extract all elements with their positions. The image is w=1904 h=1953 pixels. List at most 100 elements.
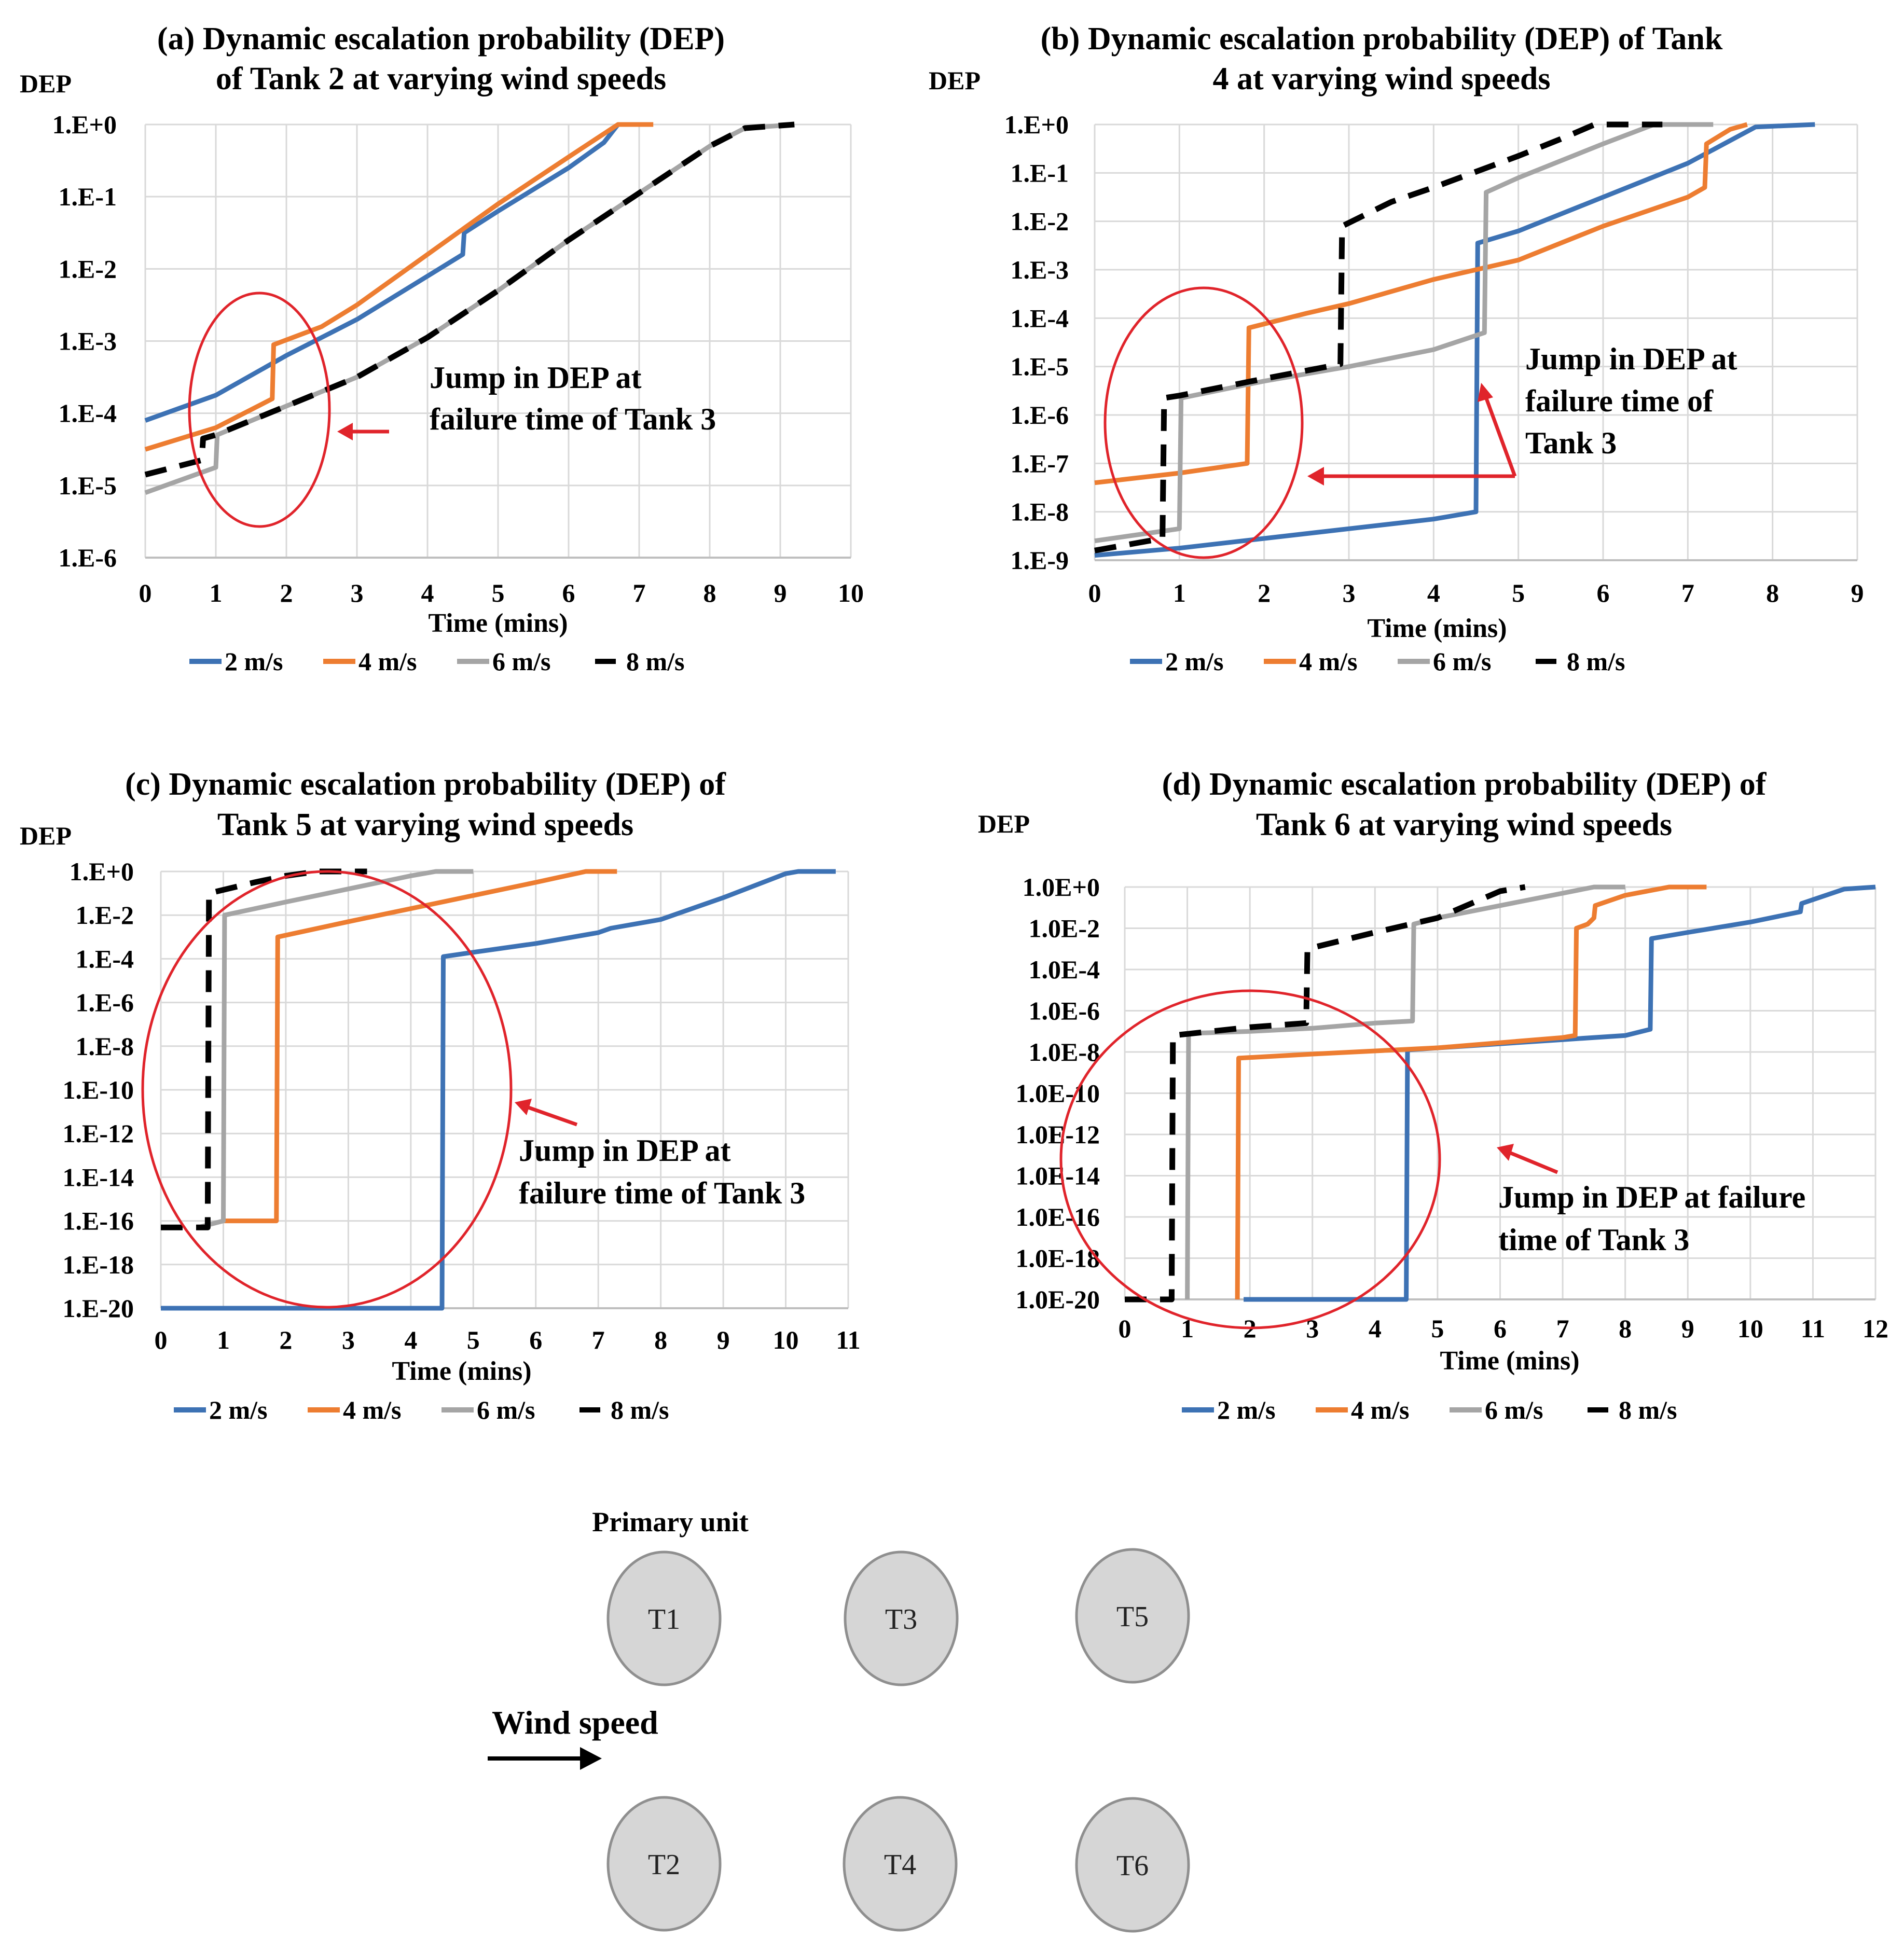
panel-d-y-tick-label: 1.0E-16 [1016, 1202, 1100, 1231]
panel-a-y-tick-label: 1.E-5 [59, 471, 117, 500]
legend-label-2-m-s: 2 m/s [209, 1395, 268, 1424]
panel-c-y-axis-label: DEP [20, 821, 72, 850]
legend-label-8-m-s: 8 m/s [626, 647, 685, 676]
panel-a-y-tick-label: 1.E-4 [59, 399, 117, 428]
panel-d-annotation-line-2: time of Tank 3 [1498, 1223, 1689, 1257]
legend-label-8-m-s: 8 m/s [1619, 1395, 1677, 1424]
panel-c-series-2-m-s [161, 869, 836, 1311]
panel-d-annotation-arrowhead [1497, 1144, 1514, 1161]
panel-b-y-tick-label: 1.E-4 [1011, 303, 1069, 333]
legend-label-4-m-s: 4 m/s [358, 647, 417, 676]
panel-a-y-tick-label: 1.E-1 [59, 182, 117, 211]
panel-c-title-line-1: (c) Dynamic escalation probability (DEP)… [125, 767, 726, 802]
panel-b-x-tick-label: 4 [1427, 578, 1440, 607]
panel-b-x-tick-label: 5 [1512, 578, 1525, 607]
panel-c-series-8-m-s [161, 868, 367, 1230]
panel-a-series-8-m-s [144, 121, 795, 478]
panel-b-y-tick-label: 1.E-6 [1011, 400, 1069, 430]
panel-d-x-tick-label: 9 [1681, 1314, 1694, 1343]
panel-a-y-tick-label: 1.E+0 [52, 110, 117, 139]
legend-label-4-m-s: 4 m/s [1351, 1395, 1410, 1424]
panel-d-annotation: Jump in DEP at failure time of Tank 3 [1059, 989, 1805, 1329]
panel-b-series-2-m-s [1094, 122, 1815, 558]
panel-c-x-tick-label: 8 [654, 1325, 667, 1354]
panel-d-y-tick-label: 1.0E-4 [1029, 955, 1100, 984]
panel-a-x-tick-label: 0 [139, 578, 152, 607]
panel-c-series-4-m-s [223, 869, 617, 1224]
panel-a-x-tick-label: 1 [210, 578, 223, 607]
panel-b-annotation-arrowhead-2 [1478, 383, 1493, 402]
panel-c-y-tick-label: 1.E-10 [63, 1075, 134, 1104]
panel-d-x-tick-label: 7 [1556, 1314, 1569, 1343]
panel-c-annotation-line-2: failure time of Tank 3 [519, 1176, 805, 1210]
panel-d-x-tick-label: 10 [1737, 1314, 1763, 1343]
panel-a-y-tick-label: 1.E-2 [59, 254, 117, 283]
panel-a-series-4-m-s [144, 122, 654, 452]
panel-c-y-tick-label: 1.E-20 [63, 1294, 134, 1323]
panel-a-x-tick-label: 8 [703, 578, 716, 607]
panel-c-y-tick-label: 1.E-4 [76, 944, 134, 973]
panel-a-annotation-line-2: failure time of Tank 3 [430, 402, 716, 436]
panel-c-series-6-m-s [198, 869, 474, 1230]
legend-label-2-m-s: 2 m/s [225, 647, 283, 676]
tank-t5-shape [1075, 1548, 1190, 1684]
panel-d-y-tick-label: 1.0E-8 [1029, 1037, 1100, 1066]
panel-a-x-tick-label: 5 [492, 578, 505, 607]
panel-d-y-tick-label: 1.0E-14 [1016, 1161, 1100, 1190]
panel-d-y-tick-label: 1.0E-2 [1029, 914, 1100, 943]
legend-label-6-m-s: 6 m/s [1433, 647, 1492, 676]
panel-d-x-tick-label: 5 [1431, 1314, 1444, 1343]
panel-c-x-tick-label: 3 [342, 1325, 355, 1354]
tank-t4-label: T4 [884, 1849, 916, 1881]
panel-b-x-tick-label: 9 [1851, 578, 1864, 607]
tank-layout-diagram: Primary unit T1 T3 T5 T2 T4 T6 Wind spee… [488, 1506, 1190, 1933]
tank-t2: T2 [606, 1796, 722, 1932]
panel-c-y-tick-label: 1.E-8 [76, 1032, 134, 1061]
panel-a-y-axis-label: DEP [20, 69, 72, 98]
legend-label-2-m-s: 2 m/s [1165, 647, 1224, 676]
panel-b-x-tick-label: 8 [1766, 578, 1779, 607]
panel-c-x-tick-label: 0 [155, 1325, 168, 1354]
panel-d-title-line-1: (d) Dynamic escalation probability (DEP)… [1162, 767, 1767, 802]
panel-c-y-tick-label: 1.E-18 [63, 1250, 134, 1279]
panel-a-x-tick-label: 10 [838, 578, 864, 607]
panel-b-y-tick-label: 1.E-9 [1011, 546, 1069, 575]
panel-a-legend: 2 m/s 4 m/s 6 m/s 8 m/s [189, 647, 685, 676]
panel-a-x-axis-label: Time (mins) [428, 608, 568, 638]
panel-b-y-tick-label: 1.E-1 [1011, 158, 1069, 187]
tank-t4: T4 [843, 1796, 958, 1932]
panel-d-y-tick-label: 1.0E-20 [1016, 1285, 1100, 1314]
panel-b-y-tick-label: 1.E-5 [1011, 352, 1069, 381]
panel-d-x-tick-label: 0 [1119, 1314, 1132, 1343]
tank-t2-shape [606, 1796, 722, 1932]
panel-c-y-tick-label: 1.E-16 [63, 1207, 134, 1236]
panel-a-series-2-m-s [144, 123, 620, 423]
panel-d-plot-area: 1.0E+0 1.0E-2 1.0E-4 1.0E-6 1.0E-8 1.0E-10 1.0… [1016, 872, 1889, 1343]
panel-d-annotation-line-1: Jump in DEP at failure [1498, 1180, 1805, 1214]
panel-c-x-tick-label: 1 [217, 1325, 230, 1354]
panel-d-y-tick-label: 1.0E-12 [1016, 1120, 1100, 1149]
panel-c-annotation-arrowhead [515, 1099, 532, 1115]
tank-t6-shape [1075, 1797, 1190, 1933]
panel-c-annotation-line-1: Jump in DEP at [519, 1133, 730, 1168]
panel-b-highlight-ellipse [1103, 286, 1304, 559]
panel-a-annotation-arrowhead [337, 423, 353, 440]
panel-c-x-tick-label: 5 [467, 1325, 480, 1354]
panel-b-x-axis-label: Time (mins) [1367, 614, 1507, 643]
panel-d-series-4-m-s [1235, 884, 1707, 1300]
panel-a-title-line-1: (a) Dynamic escalation probability (DEP) [157, 21, 725, 57]
panel-c-x-axis-label: Time (mins) [392, 1356, 531, 1386]
panel-c-y-tick-label: 1.E-14 [63, 1162, 134, 1192]
primary-unit-label: Primary unit [592, 1506, 748, 1538]
panel-c-title-line-2: Tank 5 at varying wind speeds [217, 807, 633, 842]
panel-a-annotation-line-1: Jump in DEP at [430, 361, 641, 395]
panel-b-series-6-m-s [1094, 122, 1714, 544]
tank-t3: T3 [844, 1550, 959, 1686]
panel-a-x-tick-label: 2 [280, 578, 293, 607]
panel-b-series-4-m-s [1094, 122, 1748, 486]
panel-b-plot-area: 1.E+0 1.E-1 1.E-2 1.E-3 1.E-4 1.E-5 1.E-6 1.E-7… [1004, 110, 1864, 607]
panel-b-x-tick-label: 2 [1258, 578, 1271, 607]
panel-a-title-line-2: of Tank 2 at varying wind speeds [216, 61, 666, 96]
legend-label-8-m-s: 8 m/s [611, 1395, 669, 1424]
panel-a-x-tick-label: 7 [633, 578, 646, 607]
